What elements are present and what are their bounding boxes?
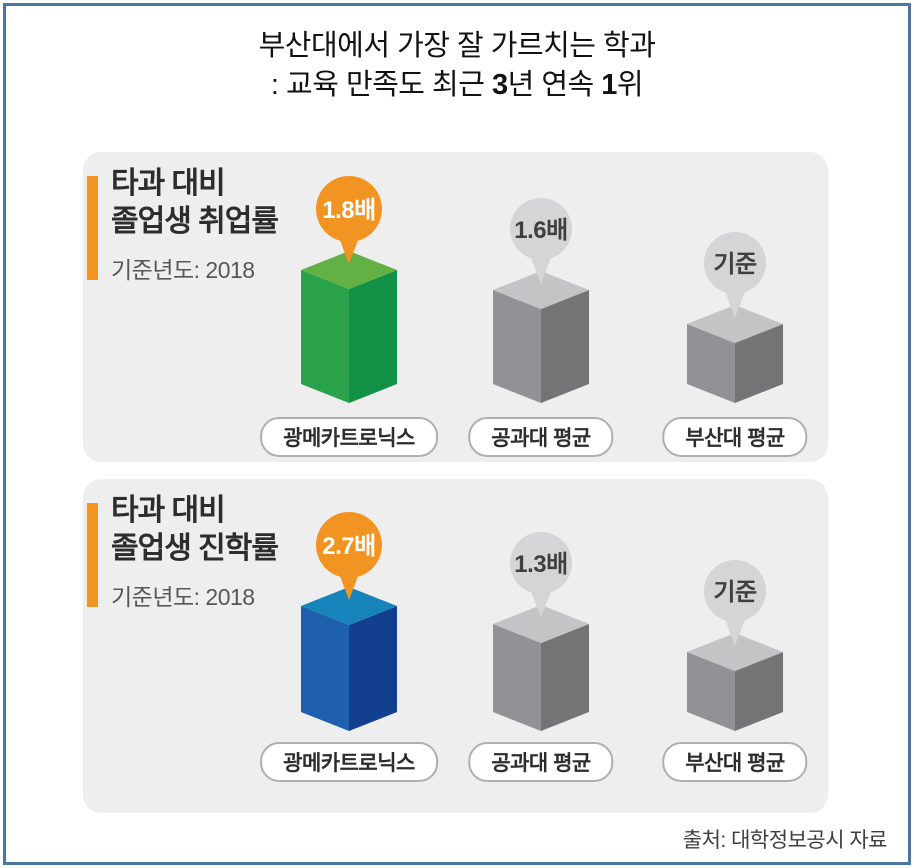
value-badge-label: 1.8배 [322,197,375,224]
cube-right-face [541,624,589,731]
category-label: 공과대 평균 [468,742,614,782]
value-badge-bubble [316,176,382,242]
value-badge-label: 1.6배 [514,217,567,244]
cube-left-face [301,606,349,731]
accent-bar [87,503,98,607]
cube-left-face [301,270,349,403]
value-badge-label: 1.3배 [514,551,567,578]
accent-bar [87,176,98,280]
category-label: 부산대 평균 [662,742,808,782]
cube-left-face [687,652,735,731]
value-badge-label: 기준 [713,579,757,606]
value-badge-bubble [510,532,572,594]
category-label: 광메카트로닉스 [260,417,438,457]
panel-header-line-1: 타과 대비 [111,494,226,527]
cube-top-face [493,605,589,643]
value-badge-bubble [704,560,766,622]
base-year-label: 기준년도: 2018 [111,584,255,610]
value-badge-bubble [704,232,766,294]
cube-top-face [301,587,397,625]
value-badge-label: 기준 [713,251,757,278]
page-title: 부산대에서 가장 잘 가르치는 학과 : 교육 만족도 최근 3년 연속 1위 [0,27,914,105]
cube-top-face [493,271,589,309]
cube-left-face [493,290,541,403]
cube-right-face [541,290,589,403]
category-label: 공과대 평균 [468,417,614,457]
value-badge-bubble [316,512,382,578]
title-line-1: 부산대에서 가장 잘 가르치는 학과 [258,30,656,62]
panel-header-line-1: 타과 대비 [111,167,226,200]
category-label: 광메카트로닉스 [260,742,438,782]
cube-right-face [735,324,783,403]
title-segment: 1 [601,69,617,101]
title-segment: 위 [616,69,644,101]
title-segment: 3 [491,69,508,101]
cube-top-face [301,251,397,289]
title-segment: : 교육 만족도 최근 [270,69,492,101]
base-year-label: 기준년도: 2018 [111,257,255,283]
cube-top-face [687,633,783,671]
cube-right-face [735,652,783,731]
cube-left-face [493,624,541,731]
value-badge-bubble [510,198,572,260]
value-badge-label: 2.7배 [322,533,375,560]
source-note: 출처: 대학정보공시 자료 [682,829,888,852]
panel-header-line-2: 졸업생 취업률 [111,205,279,238]
title-line-2: : 교육 만족도 최근 3년 연속 1위 [0,66,914,105]
cube-top-face [687,305,783,343]
cube-right-face [349,606,397,731]
category-label: 부산대 평균 [662,417,808,457]
panel-header-line-2: 졸업생 진학률 [111,532,279,565]
cube-right-face [349,270,397,403]
cube-left-face [687,324,735,403]
title-segment: 년 연속 [507,69,602,101]
